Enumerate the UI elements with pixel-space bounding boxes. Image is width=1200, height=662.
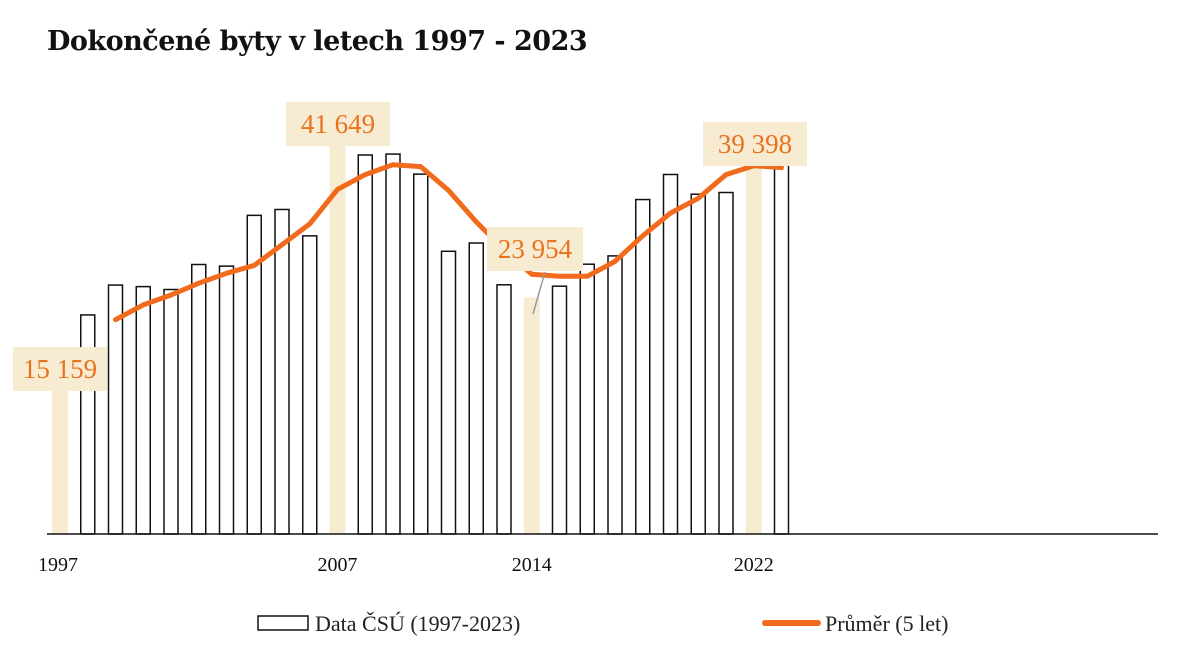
bar-2005 [274, 208, 290, 535]
bar-2019 [662, 173, 679, 535]
legend-line-label: Průměr (5 let) [825, 611, 948, 636]
bar-2006 [302, 235, 318, 535]
bar-2020 [690, 193, 706, 535]
x-tick-label-2022: 2022 [734, 554, 774, 576]
annotation-label-1997: 15 159 [23, 354, 97, 384]
annotation-leader-2014 [532, 271, 546, 315]
annotation-box-2022 [703, 122, 807, 166]
annotation-label-2007: 41 649 [301, 109, 375, 139]
average-line-series [113, 162, 784, 323]
bar-2009 [385, 153, 401, 535]
bar-2015 [551, 285, 568, 535]
x-tick-label-2014: 2014 [512, 554, 552, 576]
bar-2021 [718, 191, 734, 535]
annotation-2022: 39 398 [703, 122, 807, 166]
x-axis-ticks: 1997 2007 2014 2022 [38, 554, 774, 576]
chart-title: Dokončené byty v letech 1997 - 2023 [47, 26, 588, 57]
legend: Data ČSÚ (1997-2023) Průměr (5 let) [257, 611, 948, 636]
annotation-label-2022: 39 398 [718, 129, 792, 159]
bar-2003 [218, 265, 235, 535]
highlight-column-2022 [745, 144, 762, 534]
bar-2012 [468, 242, 484, 535]
bar-2013 [496, 284, 512, 535]
bar-2008 [357, 154, 373, 535]
legend-bars-label: Data ČSÚ (1997-2023) [315, 611, 520, 636]
annotation-label-2014: 23 954 [498, 234, 573, 264]
annotation-box-1997 [13, 347, 107, 391]
x-tick-label-2007: 2007 [318, 554, 358, 576]
annotation-1997: 15 159 [13, 347, 107, 391]
annotation-box-2007 [286, 102, 390, 146]
highlight-columns [52, 122, 762, 534]
bar-2000 [135, 285, 151, 535]
bar-2010 [413, 173, 429, 535]
bar-2023 [773, 157, 790, 535]
annotation-2014: 23 954 [487, 227, 583, 271]
annotations: 15 159 41 649 23 954 39 398 [13, 102, 807, 391]
bar-2017 [607, 255, 623, 535]
bar-series [80, 153, 790, 535]
bar-2001 [163, 288, 179, 535]
legend-bar-swatch [257, 615, 309, 631]
annotation-box-2014 [487, 227, 583, 271]
highlight-column-2007 [329, 122, 346, 534]
bar-2011 [440, 250, 457, 535]
bar-1999 [107, 284, 124, 535]
annotation-2007: 41 649 [286, 102, 390, 146]
highlight-column-2014 [523, 297, 540, 534]
bar-2018 [635, 198, 651, 535]
x-tick-label-1997: 1997 [38, 554, 78, 576]
highlight-column-1997 [52, 384, 68, 534]
bar-2016 [579, 263, 595, 535]
bar-2002 [191, 263, 207, 535]
average-line [113, 162, 784, 323]
